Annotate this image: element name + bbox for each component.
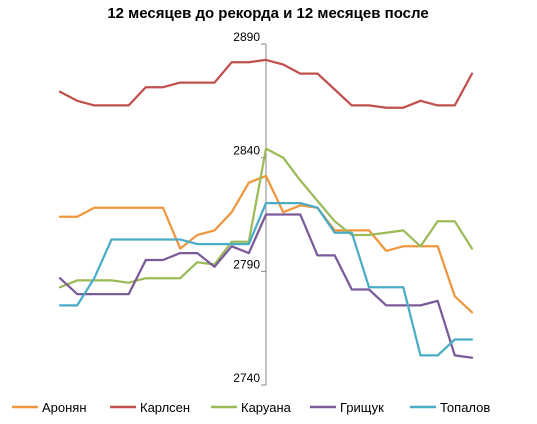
legend-item: Топалов <box>410 400 490 415</box>
legend-label: Карлсен <box>140 400 190 415</box>
series-layer <box>58 58 474 359</box>
series-line <box>58 58 474 109</box>
legend-label: Аронян <box>42 400 87 415</box>
series-line <box>58 201 474 357</box>
y-tick-label: 2740 <box>233 371 260 385</box>
series-line <box>58 174 474 314</box>
legend-item: Грищук <box>310 400 384 415</box>
legend-item: Каруана <box>211 400 292 415</box>
y-tick-label: 2840 <box>233 144 260 158</box>
chart-title: 12 месяцев до рекорда и 12 месяцев после <box>107 5 428 22</box>
legend-label: Каруана <box>241 400 292 415</box>
legend-label: Грищук <box>340 400 384 415</box>
y-tick-label: 2890 <box>233 30 260 44</box>
legend: Аронян Карлсен Каруана Грищук Топалов <box>12 400 490 415</box>
legend-item: Карлсен <box>110 400 190 415</box>
y-axis: 2740 2790 2840 2890 <box>233 30 267 386</box>
series-line <box>58 147 474 289</box>
y-tick-label: 2790 <box>233 257 260 271</box>
series-line <box>58 213 474 359</box>
legend-label: Топалов <box>440 400 490 415</box>
legend-item: Аронян <box>12 400 87 415</box>
